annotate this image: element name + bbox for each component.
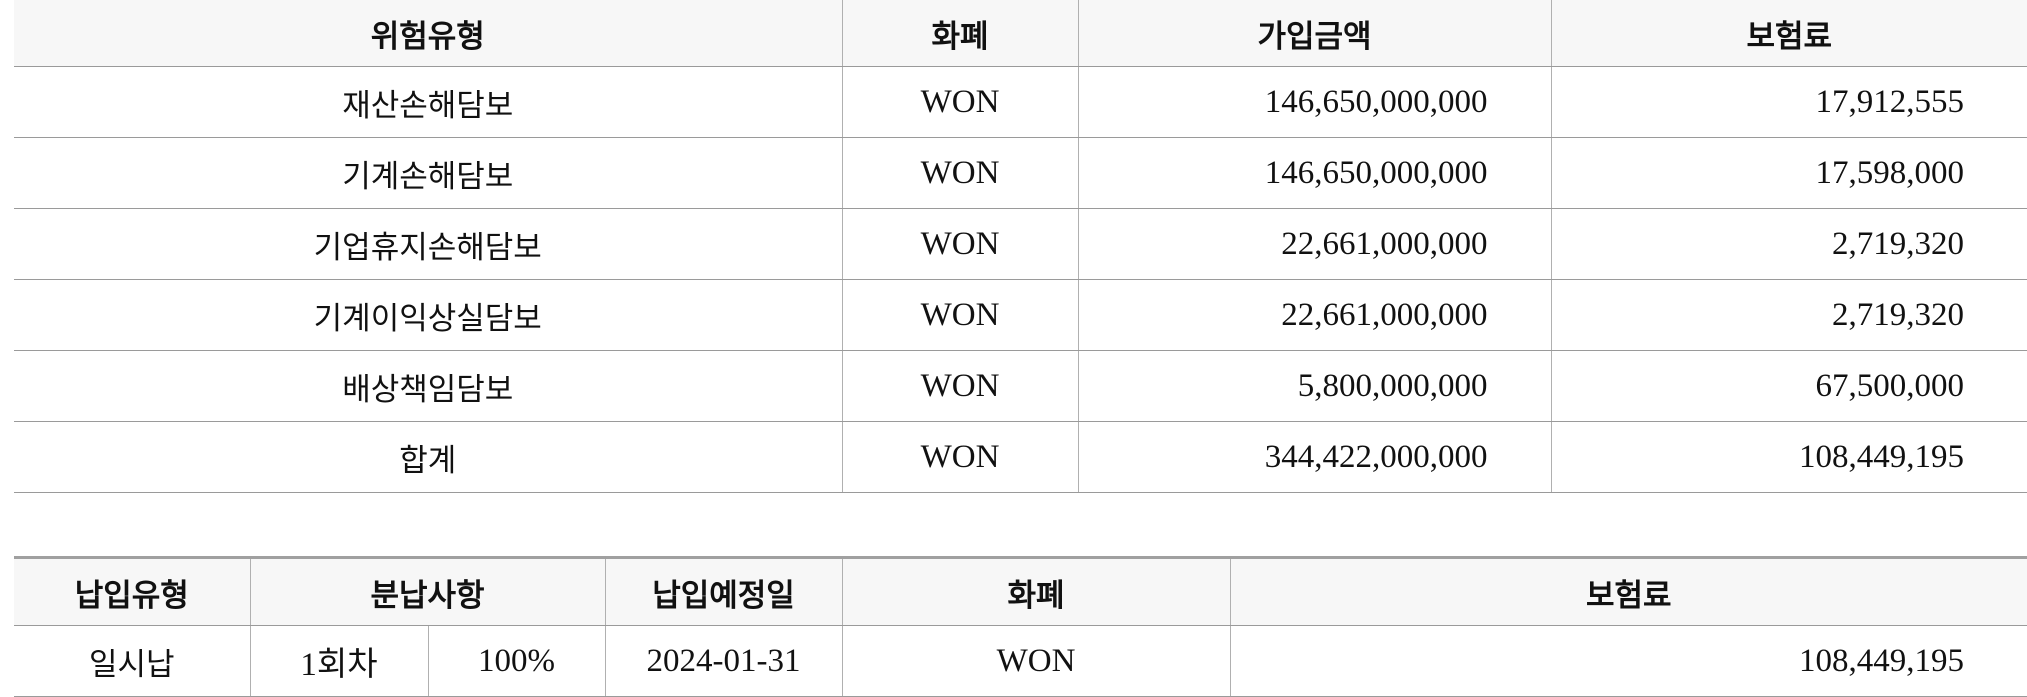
risk-type-cell: 기업휴지손해담보 bbox=[14, 208, 842, 280]
risk-type-cell: 배상책임담보 bbox=[14, 350, 842, 422]
table-row: 배상책임담보 WON 5,800,000,000 67,500,000 bbox=[14, 350, 2027, 422]
risk-type-cell: 기계손해담보 bbox=[14, 137, 842, 209]
amount-cell: 146,650,000,000 bbox=[1077, 66, 1551, 138]
currency-cell: WON bbox=[841, 66, 1078, 138]
premium-cell: 17,912,555 bbox=[1550, 66, 2027, 138]
premium-cell: 17,598,000 bbox=[1550, 137, 2027, 209]
total-row: 합계 WON 344,422,000,000 108,449,195 bbox=[14, 421, 2027, 493]
currency-cell: WON bbox=[841, 350, 1078, 422]
currency-cell: WON bbox=[841, 279, 1078, 351]
header-currency: 화폐 bbox=[841, 0, 1078, 67]
header-payment-type: 납입유형 bbox=[14, 556, 250, 626]
due-date-cell: 2024-01-31 bbox=[604, 625, 842, 697]
payment-table: 납입유형 분납사항 납입예정일 화폐 보험료 일시납 1회차 100% 2024… bbox=[14, 556, 2027, 697]
currency-cell: WON bbox=[841, 421, 1078, 493]
risk-type-cell: 재산손해담보 bbox=[14, 66, 842, 138]
premium-cell: 2,719,320 bbox=[1550, 279, 2027, 351]
header-premium: 보험료 bbox=[1229, 556, 2027, 626]
header-installment: 분납사항 bbox=[249, 556, 605, 626]
currency-cell: WON bbox=[841, 625, 1230, 697]
premium-cell: 2,719,320 bbox=[1550, 208, 2027, 280]
amount-cell: 146,650,000,000 bbox=[1077, 137, 1551, 209]
header-insured-amount: 가입금액 bbox=[1077, 0, 1551, 67]
currency-cell: WON bbox=[841, 208, 1078, 280]
total-label: 합계 bbox=[14, 421, 842, 493]
currency-cell: WON bbox=[841, 137, 1078, 209]
table-header-row: 위험유형 화폐 가입금액 보험료 bbox=[14, 0, 2027, 67]
total-amount-cell: 344,422,000,000 bbox=[1077, 421, 1551, 493]
installment-ratio-cell: 100% bbox=[427, 625, 605, 697]
table-header-row: 납입유형 분납사항 납입예정일 화폐 보험료 bbox=[14, 556, 2027, 626]
premium-cell: 108,449,195 bbox=[1229, 625, 2027, 697]
table-row: 기계손해담보 WON 146,650,000,000 17,598,000 bbox=[14, 137, 2027, 209]
header-risk-type: 위험유형 bbox=[14, 0, 842, 67]
installment-number-cell: 1회차 bbox=[249, 625, 428, 697]
amount-cell: 22,661,000,000 bbox=[1077, 208, 1551, 280]
total-premium-cell: 108,449,195 bbox=[1550, 421, 2027, 493]
payment-type-cell: 일시납 bbox=[14, 625, 250, 697]
amount-cell: 5,800,000,000 bbox=[1077, 350, 1551, 422]
coverage-table: 위험유형 화폐 가입금액 보험료 재산손해담보 WON 146,650,000,… bbox=[14, 0, 2027, 493]
table-row: 기업휴지손해담보 WON 22,661,000,000 2,719,320 bbox=[14, 208, 2027, 280]
table-row: 기계이익상실담보 WON 22,661,000,000 2,719,320 bbox=[14, 279, 2027, 351]
header-due-date: 납입예정일 bbox=[604, 556, 842, 626]
risk-type-cell: 기계이익상실담보 bbox=[14, 279, 842, 351]
table-row: 일시납 1회차 100% 2024-01-31 WON 108,449,195 bbox=[14, 625, 2027, 697]
table-row: 재산손해담보 WON 146,650,000,000 17,912,555 bbox=[14, 66, 2027, 138]
premium-cell: 67,500,000 bbox=[1550, 350, 2027, 422]
header-currency: 화폐 bbox=[841, 556, 1230, 626]
amount-cell: 22,661,000,000 bbox=[1077, 279, 1551, 351]
header-premium: 보험료 bbox=[1550, 0, 2027, 67]
